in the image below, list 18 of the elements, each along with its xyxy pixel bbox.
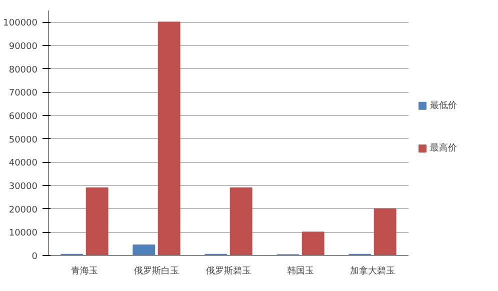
y-tick-label: 60000 xyxy=(8,112,38,122)
y-tick-label: 100000 xyxy=(3,18,38,29)
y-tick-label: 40000 xyxy=(8,158,38,169)
x-tick-label: 韩国玉 xyxy=(287,266,314,276)
legend-label: 最高价 xyxy=(430,142,457,154)
x-tick-label: 俄罗斯碧玉 xyxy=(206,266,251,276)
y-tick-label: 50000 xyxy=(8,135,38,146)
y-tick-label: 20000 xyxy=(8,205,38,216)
legend-label: 最低价 xyxy=(430,100,457,111)
y-tick-label: 90000 xyxy=(8,42,38,52)
x-tick-label: 俄罗斯白玉 xyxy=(134,266,179,276)
y-tick-label: 80000 xyxy=(8,65,38,76)
y-tick-label: 30000 xyxy=(8,182,38,192)
y-tick-label: 70000 xyxy=(8,88,38,99)
x-tick-label: 青海玉 xyxy=(71,266,98,276)
y-tick-label: 10000 xyxy=(8,228,38,239)
x-tick-label: 加拿大碧玉 xyxy=(350,266,395,276)
y-tick-label: 0 xyxy=(32,252,38,262)
